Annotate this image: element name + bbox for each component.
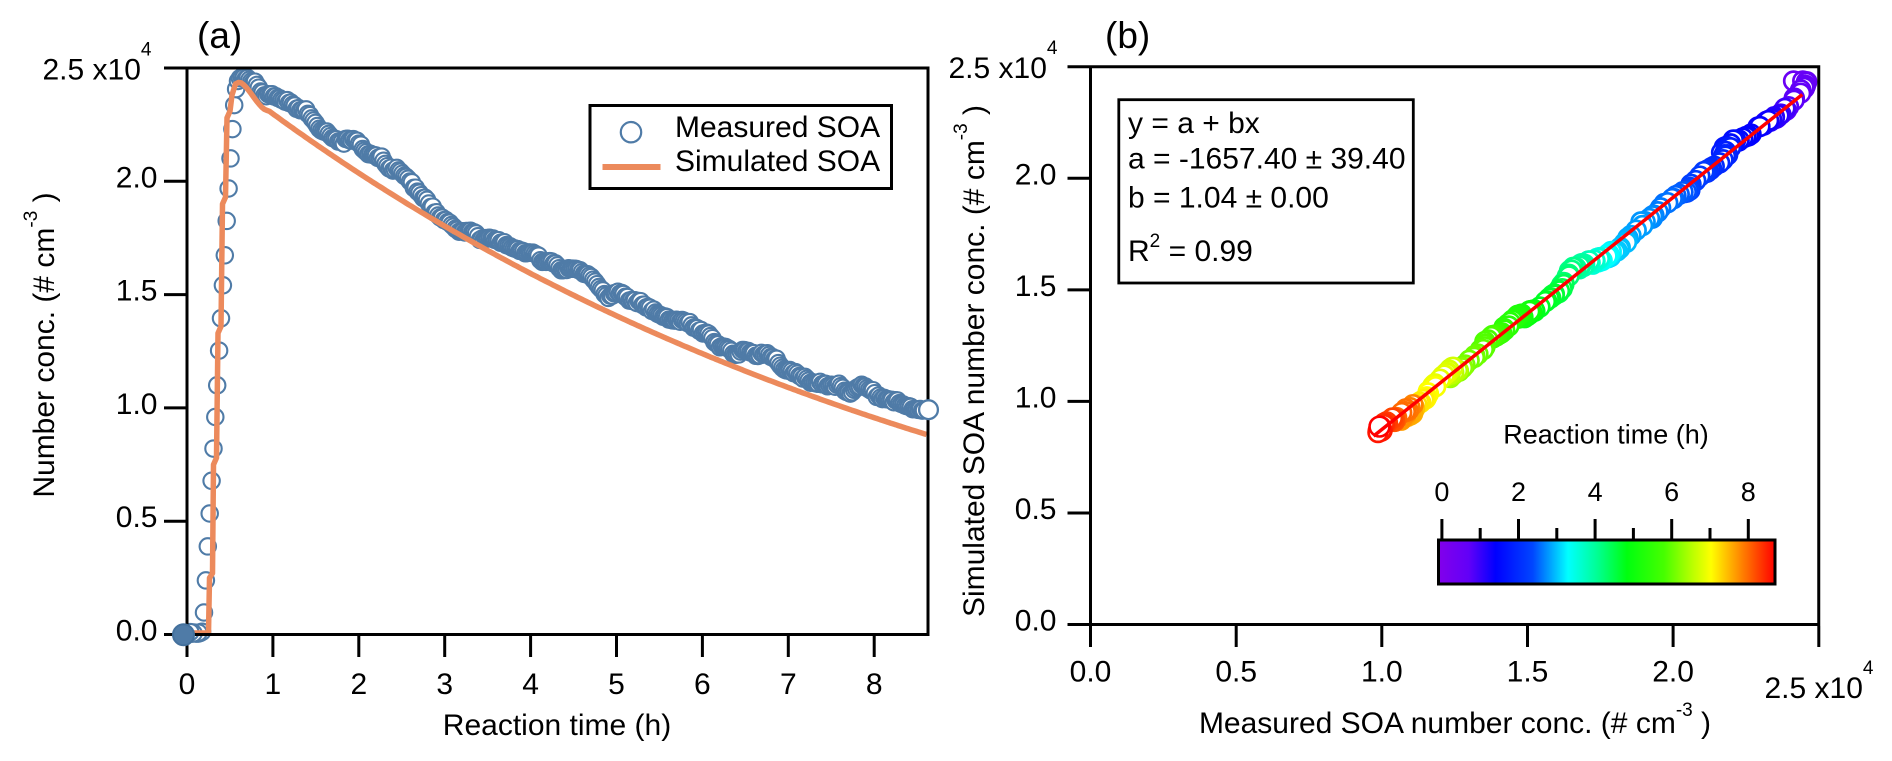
svg-text:8: 8 bbox=[1741, 477, 1756, 507]
svg-text:(b): (b) bbox=[1105, 15, 1150, 56]
svg-text:Simulated SOA: Simulated SOA bbox=[675, 145, 880, 178]
svg-text:2.0: 2.0 bbox=[1015, 158, 1057, 191]
svg-text:3: 3 bbox=[436, 668, 453, 701]
svg-text:Simulated SOA number conc. (#: Simulated SOA number conc. (# cm-3 ) bbox=[951, 105, 991, 617]
svg-text:(a): (a) bbox=[197, 15, 242, 56]
svg-text:5: 5 bbox=[608, 668, 625, 701]
svg-text:0.0: 0.0 bbox=[1070, 656, 1112, 689]
svg-text:1.0: 1.0 bbox=[1361, 656, 1403, 689]
svg-text:0.5: 0.5 bbox=[1215, 656, 1257, 689]
svg-text:7: 7 bbox=[780, 668, 797, 701]
svg-text:Reaction time (h): Reaction time (h) bbox=[1503, 420, 1709, 450]
svg-text:0.0: 0.0 bbox=[116, 615, 158, 648]
svg-text:Reaction time (h): Reaction time (h) bbox=[443, 709, 671, 742]
svg-text:y = a + bx: y = a + bx bbox=[1128, 107, 1260, 140]
svg-text:Measured SOA number conc. (# c: Measured SOA number conc. (# cm-3 ) bbox=[1199, 700, 1711, 740]
svg-text:0.0: 0.0 bbox=[1015, 605, 1057, 638]
svg-text:4: 4 bbox=[522, 668, 539, 701]
svg-text:6: 6 bbox=[1664, 477, 1679, 507]
svg-text:0: 0 bbox=[1434, 477, 1449, 507]
svg-text:8: 8 bbox=[866, 668, 883, 701]
svg-text:1.0: 1.0 bbox=[116, 388, 158, 421]
svg-text:6: 6 bbox=[694, 668, 711, 701]
svg-text:a = -1657.40 ± 39.40: a = -1657.40 ± 39.40 bbox=[1128, 143, 1406, 176]
svg-text:2.0: 2.0 bbox=[1652, 656, 1694, 689]
svg-text:1.5: 1.5 bbox=[1507, 656, 1549, 689]
svg-text:1: 1 bbox=[265, 668, 282, 701]
svg-text:0.5: 0.5 bbox=[116, 501, 158, 534]
svg-text:4: 4 bbox=[1588, 477, 1603, 507]
svg-text:2: 2 bbox=[350, 668, 367, 701]
svg-text:1.5: 1.5 bbox=[1015, 270, 1057, 303]
svg-text:b = 1.04 ± 0.00: b = 1.04 ± 0.00 bbox=[1128, 181, 1329, 214]
svg-text:2: 2 bbox=[1511, 477, 1526, 507]
svg-text:1.0: 1.0 bbox=[1015, 381, 1057, 414]
svg-text:1.5: 1.5 bbox=[116, 275, 158, 308]
svg-text:Measured SOA: Measured SOA bbox=[675, 111, 880, 144]
svg-text:R2 = 0.99: R2 = 0.99 bbox=[1128, 231, 1253, 268]
svg-text:0.5: 0.5 bbox=[1015, 493, 1057, 526]
svg-text:Number conc. (# cm-3 ): Number conc. (# cm-3 ) bbox=[21, 192, 61, 497]
svg-text:2.0: 2.0 bbox=[116, 161, 158, 194]
svg-text:0: 0 bbox=[179, 668, 196, 701]
